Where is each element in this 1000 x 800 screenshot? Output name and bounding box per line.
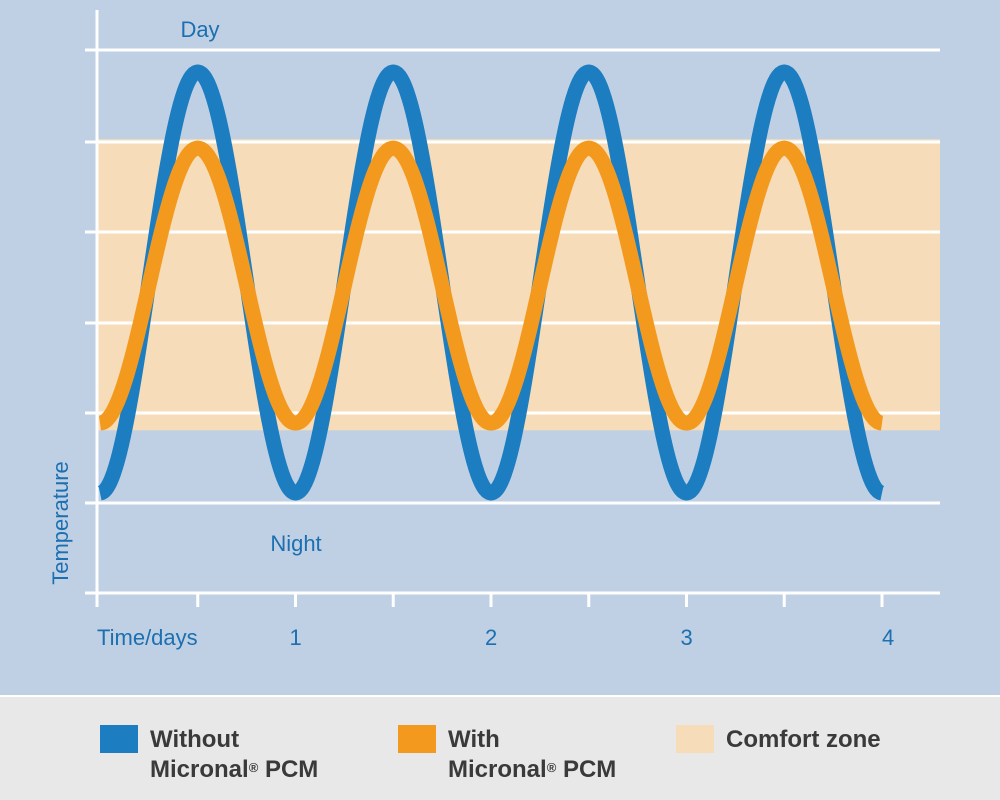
legend-swatch-without-pcm [100,725,138,753]
legend-item-without-pcm: Without Micronal® PCM [100,725,318,785]
x-tick-label-3: 3 [681,625,693,650]
series-without-pcm-line [94,64,888,501]
x-tick-label-2: 2 [485,625,497,650]
legend-label-line2: Micronal® PCM [448,756,617,783]
x-tick-label-1: 1 [290,625,302,650]
legend-label-line1: With [448,726,500,753]
legend-label-line1: Comfort zone [726,726,881,753]
legend-label-without-pcm: Without Micronal® PCM [150,725,318,785]
x-axis-label: Time/days [97,625,198,650]
chart-plot: Time/days 1 2 3 4 Day Night Temperature [48,10,940,650]
series-with-pcm-line [94,140,888,431]
y-axis-label: Temperature [48,461,73,585]
x-tick-label-4: 4 [882,625,894,650]
legend-swatch-with-pcm [398,725,436,753]
legend-swatch-comfort-zone [676,725,714,753]
night-annotation: Night [270,531,321,556]
legend-label-line1: Without [150,726,240,753]
legend-label-with-pcm: With Micronal® PCM [448,725,616,785]
day-annotation: Day [180,17,219,42]
legend-label-line2: Micronal® PCM [150,756,319,783]
legend: Without Micronal® PCM With Micronal® PCM… [0,695,1000,800]
legend-label-comfort-zone: Comfort zone [726,725,881,755]
legend-item-comfort-zone: Comfort zone [676,725,881,755]
legend-item-with-pcm: With Micronal® PCM [398,725,616,785]
